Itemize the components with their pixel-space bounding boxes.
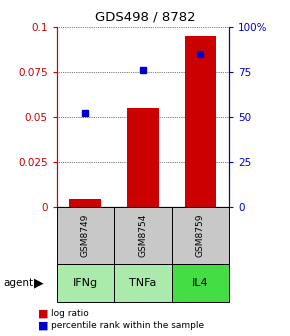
- Text: GSM8749: GSM8749: [81, 213, 90, 257]
- Bar: [127, 108, 159, 207]
- Text: GDS498 / 8782: GDS498 / 8782: [95, 11, 195, 24]
- Text: ■: ■: [38, 308, 48, 318]
- Text: TNFa: TNFa: [129, 278, 157, 288]
- Text: log ratio: log ratio: [51, 309, 88, 318]
- Bar: [70, 200, 101, 207]
- Text: GSM8759: GSM8759: [196, 213, 205, 257]
- Text: IFNg: IFNg: [73, 278, 98, 288]
- Text: ■: ■: [38, 321, 48, 331]
- Text: GSM8754: GSM8754: [138, 213, 147, 257]
- Text: agent: agent: [3, 278, 33, 288]
- Text: IL4: IL4: [192, 278, 209, 288]
- Text: percentile rank within the sample: percentile rank within the sample: [51, 322, 204, 330]
- Text: ▶: ▶: [34, 277, 44, 290]
- Bar: [184, 36, 216, 207]
